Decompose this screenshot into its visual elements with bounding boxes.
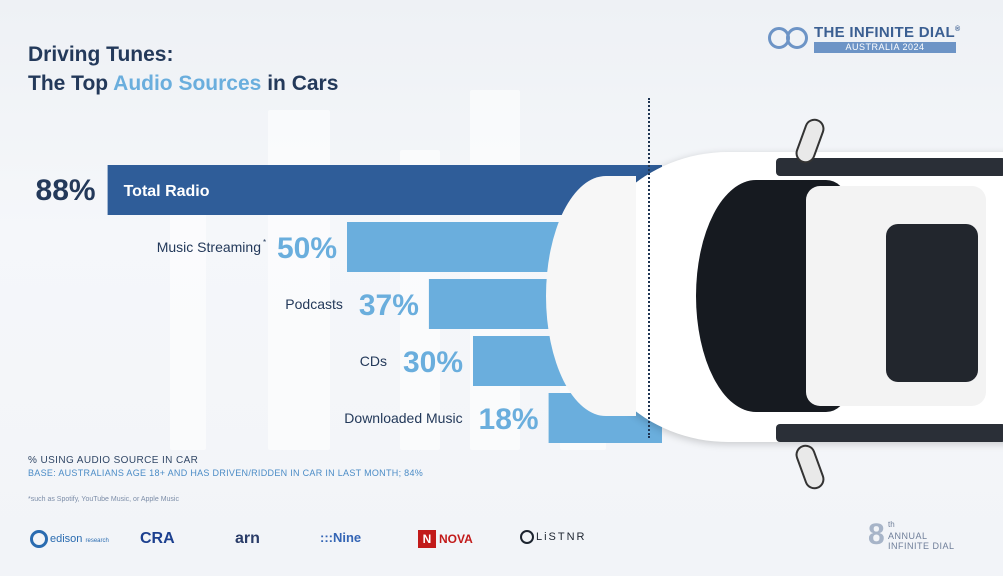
category-label-1: Music Streaming: [157, 239, 261, 255]
edison-name: edison: [50, 532, 83, 545]
dotted-divider: [648, 98, 650, 438]
infinity-rings-icon-right: [786, 27, 808, 49]
listnr-logo: LiSTNR: [520, 530, 587, 544]
car-side-window-top: [776, 158, 1003, 176]
arn-logo: arn: [235, 530, 260, 547]
category-label-3: CDs: [360, 353, 387, 369]
nova-mark: N: [418, 530, 436, 548]
measure-label: % USING AUDIO SOURCE IN CAR: [28, 455, 199, 466]
value-label-1: 50%: [277, 232, 337, 265]
value-label-4: 18%: [479, 403, 539, 436]
listnr-mark-icon: [520, 530, 534, 544]
nova-name: NOVA: [439, 532, 473, 546]
category-label-0: Total Radio: [124, 183, 210, 200]
footnote: *such as Spotify, YouTube Music, or Appl…: [28, 496, 179, 503]
brand-name-text: THE INFINITE DIAL: [814, 24, 955, 41]
car-mirror-bottom: [792, 441, 828, 493]
nine-logo: :::Nine: [320, 530, 362, 545]
annual-line-2: INFINITE DIAL: [888, 541, 955, 551]
title-line-2-post: in Cars: [261, 72, 339, 95]
title-line-1: Driving Tunes:: [28, 43, 174, 66]
category-label-2: Podcasts: [285, 296, 343, 312]
edison-sub: research: [85, 537, 109, 544]
cra-logo: CRA: [140, 530, 175, 547]
brand-logo: THE INFINITE DIAL® AUSTRALIA 2024: [768, 24, 960, 54]
value-label-2: 37%: [359, 289, 419, 322]
annual-suffix: th: [888, 520, 895, 529]
page-title: Driving Tunes: The Top Audio Sources in …: [28, 40, 338, 98]
edison-mark-icon: [30, 530, 48, 548]
category-label-4: Downloaded Music: [344, 410, 462, 426]
brand-name: THE INFINITE DIAL®: [814, 24, 960, 41]
brand-registered-mark: ®: [954, 26, 961, 33]
listnr-name: LiSTNR: [536, 530, 587, 543]
annual-number: 8: [868, 518, 885, 551]
value-label-0: 88%: [36, 174, 96, 207]
car-top-view-icon: [546, 115, 1003, 493]
title-line-2-pre: The Top: [28, 72, 114, 95]
nova-logo: N NOVA: [418, 530, 473, 548]
footnote-mark-1: *: [263, 238, 266, 247]
car-sunroof: [886, 224, 978, 382]
title-line-2: The Top Audio Sources in Cars: [28, 69, 338, 98]
base-label: BASE: AUSTRALIANS AGE 18+ AND HAS DRIVEN…: [28, 468, 424, 478]
annual-line-1: ANNUAL: [888, 531, 928, 541]
edison-logo: edison research: [30, 530, 109, 548]
background-column: [170, 190, 206, 450]
title-highlight: Audio Sources: [113, 72, 262, 95]
car-nose: [546, 176, 636, 416]
car-side-window-bottom: [776, 424, 1003, 442]
value-label-3: 30%: [403, 346, 463, 379]
brand-edition: AUSTRALIA 2024: [814, 42, 956, 53]
